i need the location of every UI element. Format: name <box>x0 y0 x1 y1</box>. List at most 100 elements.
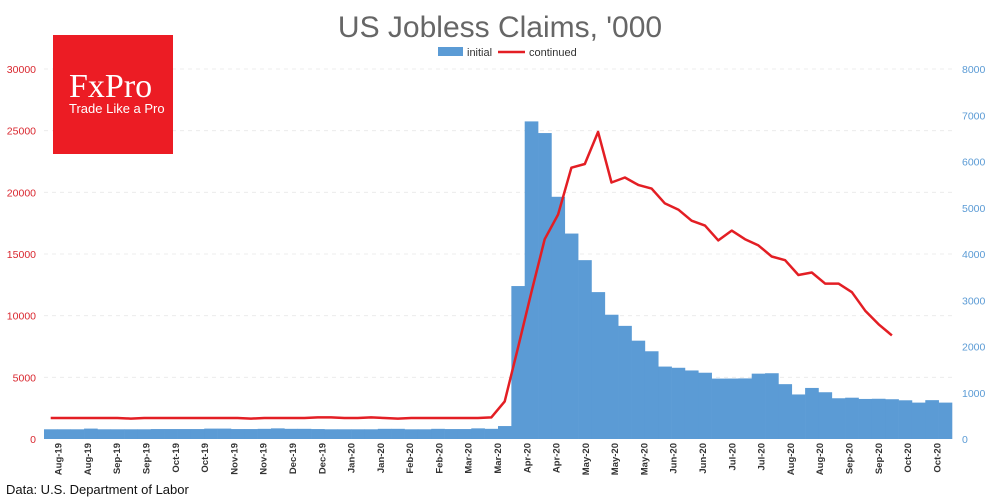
left-axis-ticks: 0 5000 10000 15000 20000 25000 30000 <box>7 64 36 446</box>
initial-bar <box>137 429 152 439</box>
right-axis-ticks: 0 1000 2000 3000 4000 5000 6000 7000 8000 <box>962 64 986 446</box>
legend-label-continued: continued <box>529 47 577 59</box>
x-tick-label: Aug-20 <box>815 443 826 475</box>
source-note: Data: U.S. Department of Labor <box>6 482 189 497</box>
initial-bar <box>738 378 753 439</box>
logo-tagline: Trade Like a Pro <box>69 101 165 116</box>
initial-bar <box>57 429 72 439</box>
x-tick-label: Oct-20 <box>932 443 943 473</box>
x-tick-label: Nov-19 <box>259 443 270 475</box>
x-tick-label: Apr-20 <box>522 443 533 473</box>
initial-bar <box>898 400 913 439</box>
x-tick-label: Jul-20 <box>757 443 768 470</box>
initial-bar <box>618 325 632 439</box>
initial-bar <box>498 426 512 439</box>
initial-bar <box>351 429 365 439</box>
legend: initial continued <box>438 47 577 59</box>
gridlines <box>44 68 952 378</box>
right-tick-label: 8000 <box>962 64 986 76</box>
initial-bar <box>818 392 833 439</box>
initial-bar <box>84 428 98 439</box>
x-tick-label: Aug-19 <box>83 443 94 475</box>
initial-bar <box>257 428 272 439</box>
x-tick-label: Oct-20 <box>903 443 914 473</box>
initial-bar <box>124 429 138 439</box>
x-tick-label: Aug-20 <box>786 443 797 475</box>
initial-bar <box>684 370 699 439</box>
initial-bar <box>604 314 619 439</box>
initial-bar <box>564 233 579 439</box>
x-tick-label: Sep-20 <box>874 443 885 474</box>
x-tick-label: Apr-20 <box>552 443 563 473</box>
x-tick-label: Dec-19 <box>288 443 299 474</box>
chart-title: US Jobless Claims, '000 <box>338 11 662 44</box>
initial-bar <box>364 429 379 439</box>
initial-bar <box>444 429 459 439</box>
initial-bar <box>337 429 352 439</box>
x-tick-label: Jun-20 <box>698 443 709 474</box>
x-tick-label: Aug-19 <box>54 443 65 475</box>
x-tick-label: Mar-20 <box>493 443 504 474</box>
fxpro-logo: FxPro Trade Like a Pro <box>53 35 173 154</box>
initial-bar <box>938 402 953 439</box>
initial-bar <box>578 260 592 439</box>
left-tick-label: 10000 <box>7 311 36 323</box>
initial-bar <box>538 133 552 439</box>
x-tick-label: Jan-20 <box>376 443 387 473</box>
x-tick-label: Sep-19 <box>142 443 153 474</box>
initial-bar <box>70 429 85 439</box>
right-tick-label: 5000 <box>962 203 986 215</box>
initial-bar <box>511 286 526 439</box>
initial-bar <box>524 121 539 440</box>
initial-bar <box>244 429 258 439</box>
x-tick-label: Jun-20 <box>669 443 680 474</box>
initial-bar <box>97 429 112 439</box>
x-tick-label: Jul-20 <box>727 443 738 470</box>
initial-bar <box>858 398 873 439</box>
initial-bar <box>110 429 125 439</box>
right-tick-label: 4000 <box>962 249 986 261</box>
initial-bar <box>658 366 672 439</box>
initial-bar <box>805 387 819 439</box>
initial-bar <box>391 428 405 439</box>
logo-background <box>53 35 173 154</box>
x-tick-label: Sep-19 <box>112 443 123 474</box>
continued-line <box>50 130 893 420</box>
x-tick-label: Jan-20 <box>347 443 358 473</box>
initial-bar <box>725 378 739 439</box>
initial-bar <box>324 429 339 439</box>
initial-bar <box>765 373 779 439</box>
initial-bar <box>551 196 566 439</box>
initial-bar <box>631 340 646 439</box>
initial-bar <box>711 378 726 439</box>
initial-bar <box>404 429 419 439</box>
right-tick-label: 0 <box>962 434 968 446</box>
initial-bar <box>871 398 886 439</box>
initial-bar <box>885 399 899 439</box>
x-tick-label: Sep-20 <box>844 443 855 474</box>
initial-bar <box>217 428 232 439</box>
initial-bar <box>471 428 485 439</box>
initial-bar <box>791 394 806 439</box>
right-tick-label: 6000 <box>962 157 986 169</box>
initial-bar <box>671 367 686 439</box>
initial-bar <box>311 429 325 439</box>
x-tick-label: Nov-19 <box>229 443 240 475</box>
initial-bar <box>698 372 712 439</box>
initial-bar <box>417 429 432 439</box>
initial-bar <box>831 398 846 439</box>
x-tick-label: May-20 <box>581 443 592 475</box>
right-tick-label: 3000 <box>962 295 986 307</box>
initial-bar <box>751 373 766 439</box>
initial-bar <box>845 397 859 439</box>
initial-bar <box>911 402 926 439</box>
logo-wordmark: FxPro <box>69 68 152 105</box>
right-tick-label: 1000 <box>962 388 986 400</box>
initial-bar <box>44 429 58 439</box>
initial-bar <box>150 429 165 439</box>
left-tick-label: 5000 <box>13 372 37 384</box>
x-tick-label: May-20 <box>610 443 621 475</box>
initial-bar <box>271 428 285 439</box>
x-tick-label: Feb-20 <box>434 443 445 474</box>
